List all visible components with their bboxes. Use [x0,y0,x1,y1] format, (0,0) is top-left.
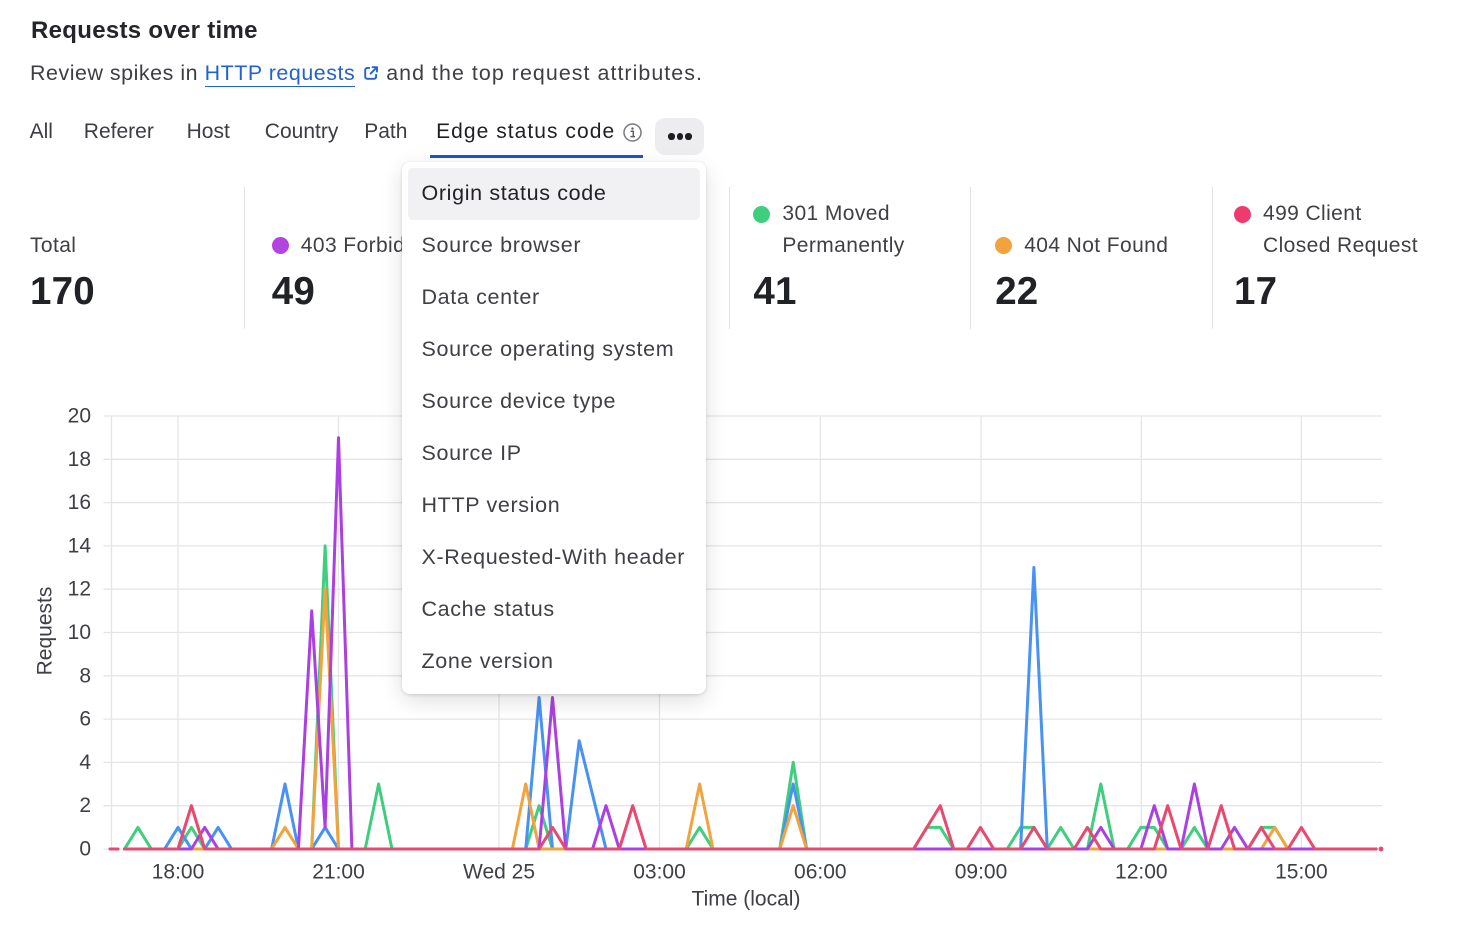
svg-text:21:00: 21:00 [312,861,365,884]
svg-text:Requests: Requests [34,587,57,676]
svg-text:06:00: 06:00 [794,861,847,884]
svg-text:18:00: 18:00 [152,861,205,884]
svg-text:12:00: 12:00 [1115,861,1168,884]
svg-text:03:00: 03:00 [633,861,686,884]
svg-text:10: 10 [68,621,91,644]
svg-text:15:00: 15:00 [1275,861,1328,884]
svg-text:18: 18 [68,448,91,471]
svg-text:09:00: 09:00 [955,861,1008,884]
svg-text:0: 0 [79,838,91,861]
svg-text:16: 16 [68,491,91,514]
svg-text:Time (local): Time (local) [692,888,801,911]
svg-text:4: 4 [79,751,91,774]
svg-text:12: 12 [68,578,91,601]
svg-text:Wed 25: Wed 25 [463,861,535,884]
svg-text:6: 6 [79,708,91,731]
svg-text:2: 2 [79,794,91,817]
svg-text:20: 20 [68,405,91,428]
svg-text:8: 8 [79,664,91,687]
svg-text:14: 14 [68,534,92,557]
